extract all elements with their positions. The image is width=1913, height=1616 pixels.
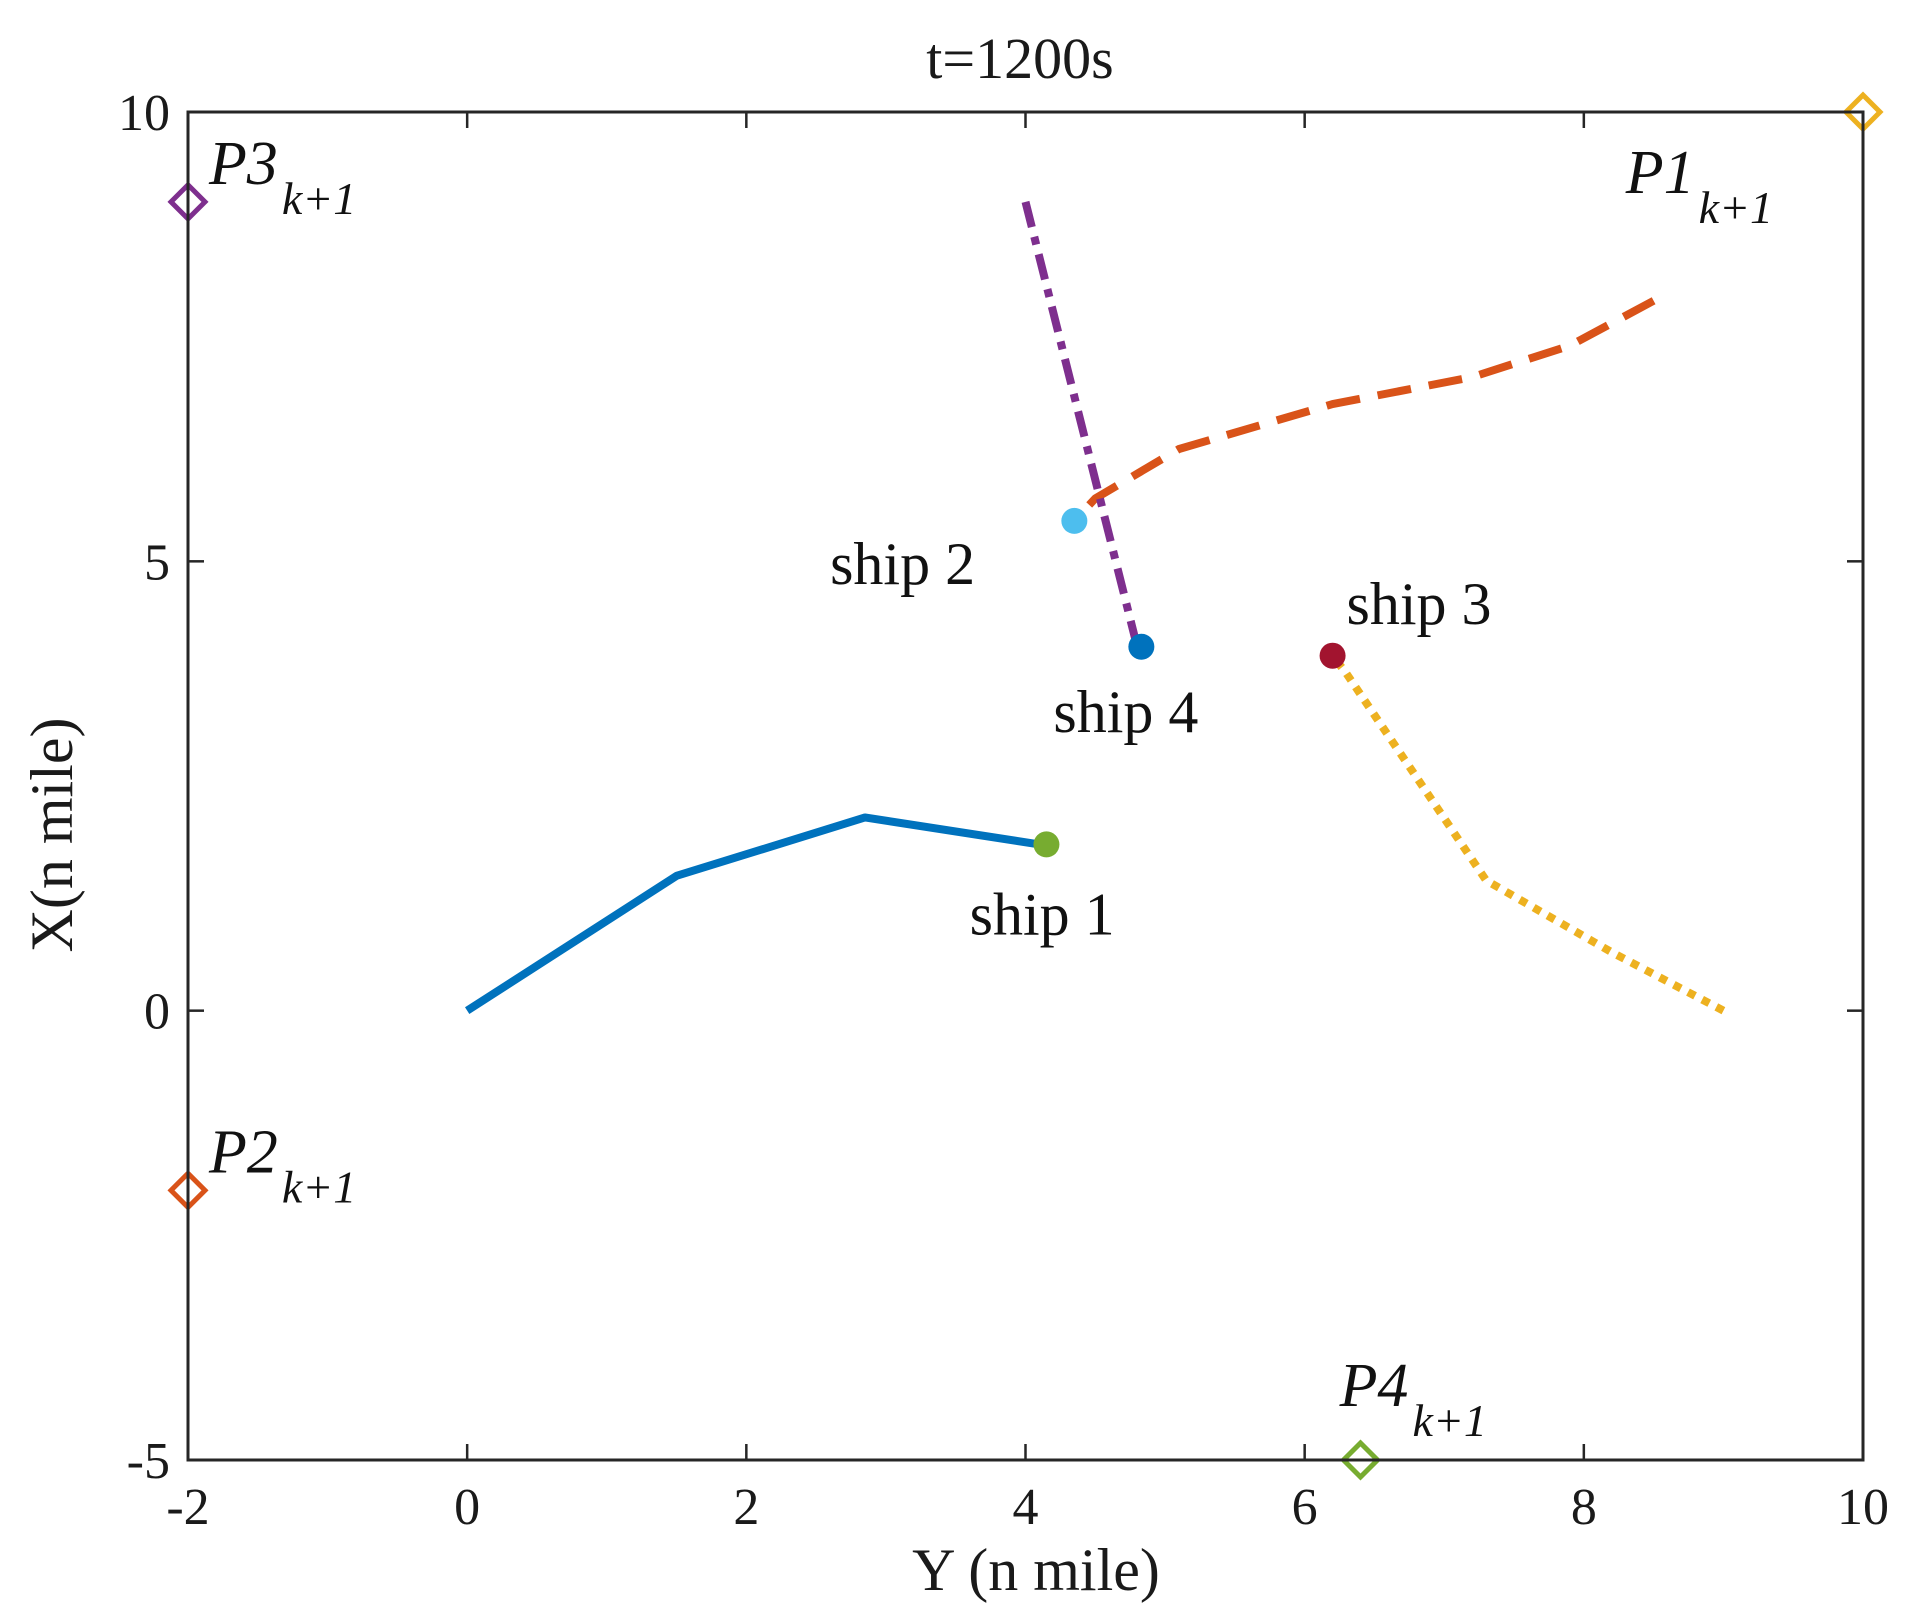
y-tick-label: 5 [144, 534, 170, 591]
waypoint-p3-label: P3k+1 [208, 130, 356, 224]
ship-2-position [1061, 507, 1088, 534]
ship-3-label: ship 3 [1347, 571, 1492, 637]
axis-ticks: -2 0 2 4 6 8 10 -5 0 5 10 [118, 85, 1889, 1536]
ship-1-position [1033, 831, 1060, 858]
x-tick-label: 8 [1571, 1479, 1597, 1536]
x-tick-label: -2 [166, 1479, 209, 1536]
waypoint-p2-label: P2k+1 [208, 1118, 356, 1212]
x-tick-label: 2 [733, 1479, 759, 1536]
ship-3-trajectory [1329, 653, 1726, 1015]
ship-2-label: ship 2 [830, 531, 975, 597]
x-tick-label: 4 [1013, 1479, 1039, 1536]
y-tick-label: 10 [118, 85, 170, 142]
plot-area: ship 1 ship 2 ship 3 ship 4 P1k+1 P2k+1 P3k+1 P… [167, 91, 1884, 1481]
ship-4-label: ship 4 [1053, 679, 1198, 745]
chart-title: t=1200s [926, 26, 1113, 91]
plot-frame [186, 110, 1865, 1462]
ship-1-label: ship 1 [970, 881, 1115, 947]
x-axis-title: Y (n mile) [912, 1537, 1160, 1603]
ship-3-position [1319, 642, 1346, 669]
ship-4-trajectory [1021, 200, 1142, 648]
x-tick-label: 0 [454, 1479, 480, 1536]
y-tick-label: -5 [127, 1433, 170, 1490]
ship-2-trajectory [1071, 297, 1656, 524]
waypoint-p1-label: P1k+1 [1625, 139, 1773, 233]
x-tick-label: 6 [1292, 1479, 1318, 1536]
y-tick-label: 0 [144, 984, 170, 1041]
waypoint-p4-label: P4k+1 [1339, 1352, 1487, 1446]
x-tick-label: 10 [1837, 1479, 1889, 1536]
ship-1-trajectory [465, 813, 1041, 1015]
ship-4-position [1128, 633, 1155, 660]
y-axis-title: X(n mile) [19, 718, 85, 953]
